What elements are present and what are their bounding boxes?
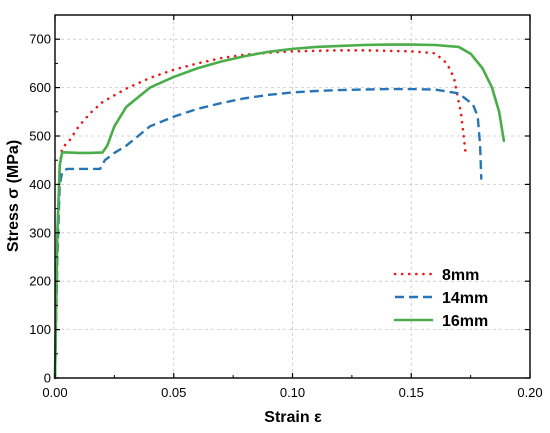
x-tick-label: 0.20	[517, 385, 542, 400]
y-tick-label: 100	[29, 322, 51, 337]
legend: 8mm 14mm 16mm	[393, 267, 488, 330]
y-tick-label: 300	[29, 225, 51, 240]
y-tick-label: 600	[29, 80, 51, 95]
legend-label-8mm: 8mm	[442, 267, 479, 284]
x-tick-label: 0.00	[42, 385, 67, 400]
x-tick-label: 0.10	[280, 385, 305, 400]
x-axis-title: Strain ε	[264, 409, 322, 426]
y-tick-label: 0	[44, 371, 51, 386]
axis-ticks: 0.00 0.05 0.10 0.15 0.20 0 100 200 300 400 500 600 7…	[29, 15, 543, 400]
y-axis-title: Stress σ (MPa)	[5, 140, 22, 252]
legend-label-16mm: 16mm	[442, 313, 488, 330]
legend-label-14mm: 14mm	[442, 290, 488, 307]
grid-lines	[55, 15, 530, 378]
series-line-14mm	[53, 87, 483, 379]
y-tick-label: 500	[29, 129, 51, 144]
y-tick-label: 400	[29, 177, 51, 192]
series-line-16mm	[53, 43, 506, 380]
x-tick-label: 0.05	[161, 385, 186, 400]
data-series	[53, 43, 506, 380]
y-tick-label: 200	[29, 274, 51, 289]
y-tick-label: 700	[29, 32, 51, 47]
x-tick-label: 0.15	[399, 385, 424, 400]
